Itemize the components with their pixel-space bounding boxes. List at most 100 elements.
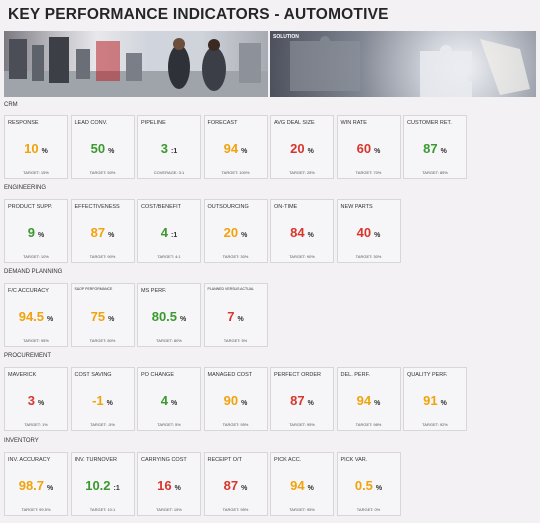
kpi-value-group: 87% [72,224,134,242]
kpi-value: 60 [356,141,372,156]
kpi-value-group: 75% [72,308,134,326]
kpi-tile[interactable]: NEW PARTS 40% TARGET: 30% [336,199,401,263]
kpi-title: RECEIPT O/T [207,457,242,463]
kpi-unit: % [47,485,54,492]
kpi-tile[interactable]: F/C ACCURACY 94.5% TARGET: 95% [4,283,68,347]
kpi-tile[interactable]: LEAD CONV. 50% TARGET: 50% [70,115,135,179]
kpi-value-group: 20% [271,140,333,158]
kpi-value-group: 90% [205,392,267,410]
kpi-tile[interactable]: PRODUCT SUPP. 9% TARGET: 10% [4,199,68,263]
kpi-tile[interactable]: S&OP PERFORMANCE 75% TARGET: 80% [70,283,135,347]
kpi-value-group: 94.5% [5,308,67,326]
kpi-value: 0.5 [354,478,373,493]
kpi-title: CARRYING COST [141,457,187,463]
kpi-title: WIN RATE [340,120,367,126]
kpi-tile[interactable]: PICK VAR. 0.5% TARGET: 0% [336,452,401,516]
kpi-tile[interactable]: RESPONSE 10% TARGET: 15% [4,115,68,179]
kpi-value-group: -1% [72,392,134,410]
kpi-target: TARGET: 0% [356,507,381,512]
kpi-value-group: 87% [271,392,333,410]
kpi-tile[interactable]: EFFECTIVENESS 87% TARGET: 90% [70,199,135,263]
kpi-tile[interactable]: MANAGED COST 90% TARGET: 95% [203,367,268,431]
kpi-unit: % [237,316,244,323]
kpi-unit: % [241,148,248,155]
kpi-target: TARGET: 80% [89,338,116,343]
kpi-title: PO CHANGE [141,372,175,378]
kpi-tile[interactable]: DEL. PERF. 94% TARGET: 98% [336,367,401,431]
kpi-value-group: 4% [138,392,200,410]
kpi-value-group: 94% [271,477,333,495]
kpi-unit: % [374,400,381,407]
kpi-tile[interactable]: COST SAVING -1% TARGET: -5% [70,367,135,431]
kpi-tile[interactable]: WIN RATE 60% TARGET: 70% [336,115,401,179]
kpi-unit: % [38,400,45,407]
kpi-value-group: 3% [5,392,67,410]
kpi-value-group: 80.5% [138,308,200,326]
kpi-unit: % [108,316,115,323]
kpi-tile[interactable]: INV. ACCURACY 98.7% TARGET: 99.5% [4,452,68,516]
kpi-tile[interactable]: AVG DEAL SIZE 20% TARGET: 25% [270,115,334,179]
kpi-title: INV. TURNOVER [74,457,117,463]
section-label-procurement: PROCUREMENT [4,353,52,359]
kpi-tile[interactable]: MAVERICK 3% TARGET: 1% [4,367,68,431]
kpi-tile[interactable]: RECEIPT O/T 87% TARGET: 95% [203,452,268,516]
kpi-title: F/C ACCURACY [8,288,49,294]
banner-image-puzzle: SOLUTION [270,31,536,97]
kpi-target: TARGET: 85% [422,170,448,175]
kpi-target: TARGET: 90% [89,254,116,259]
kpi-unit: % [108,232,115,239]
kpi-value-group: 84% [271,224,333,242]
kpi-value: 40 [356,225,372,240]
kpi-unit: % [47,316,54,323]
kpi-title: OUTSOURCING [207,204,249,210]
kpi-target: TARGET: 50% [89,170,116,175]
kpi-title: ON-TIME [274,204,298,210]
kpi-value: 91 [423,393,438,408]
section-label-inventory: INVENTORY [4,438,39,444]
kpi-tile[interactable]: FORECAST 94% TARGET: 100% [203,115,268,179]
kpi-tile[interactable]: PO CHANGE 4% TARGET: 5% [137,367,201,431]
kpi-target: TARGET: 5% [157,422,181,427]
kpi-title: INV. ACCURACY [8,457,51,463]
kpi-target: TARGET: 5% [223,338,248,343]
kpi-unit: % [41,148,48,155]
kpi-unit: % [171,400,178,407]
kpi-tile[interactable]: CUSTOMER RET. 87% TARGET: 85% [403,115,467,179]
kpi-tile[interactable]: PERFECT ORDER 87% TARGET: 95% [270,367,334,431]
kpi-value-group: 0.5% [338,477,400,495]
kpi-target: TARGET: 70% [355,170,382,175]
kpi-value: 3 [27,393,35,408]
kpi-value-group: 87% [404,140,466,158]
kpi-title: LEAD CONV. [74,120,108,126]
page-title: KEY PERFORMANCE INDICATORS - AUTOMOTIVE [8,6,389,23]
kpi-target: TARGET: 99.5% [21,507,51,512]
puzzle-scene-image [290,36,530,97]
kpi-unit: % [374,232,381,239]
kpi-target: TARGET: 30% [222,254,249,259]
kpi-title: QUALITY PERF. [407,372,448,378]
kpi-tile[interactable]: MS PERF. 80.5% TARGET: 80% [137,283,201,347]
kpi-title: RESPONSE [8,120,39,126]
kpi-tile[interactable]: PLANNED VERSUS ACTUAL 7% TARGET: 5% [203,283,268,347]
kpi-value: 16 [157,478,172,493]
kpi-value: -1 [92,393,104,408]
kpi-value: 10 [24,141,39,156]
kpi-tile[interactable]: ON-TIME 84% TARGET: 90% [270,199,334,263]
banner-label: SOLUTION [273,34,299,40]
kpi-title: FORECAST [207,120,238,126]
kpi-tile[interactable]: COST/BENEFIT 4:1 TARGET: 4:1 [137,199,201,263]
kpi-tile[interactable]: OUTSOURCING 20% TARGET: 30% [203,199,268,263]
kpi-tile[interactable]: CARRYING COST 16% TARGET: 15% [137,452,201,516]
kpi-value-group: 3:1 [138,140,200,158]
kpi-unit: % [180,316,187,323]
kpi-title: AVG DEAL SIZE [274,120,315,126]
kpi-target: TARGET: 100% [221,170,250,175]
kpi-tile[interactable]: INV. TURNOVER 10.2:1 TARGET: 10:1 [70,452,135,516]
kpi-unit: % [241,485,248,492]
kpi-title: EFFECTIVENESS [74,204,120,210]
kpi-tile[interactable]: PICK ACC. 94% TARGET: 95% [270,452,334,516]
kpi-unit: :1 [113,485,120,492]
kpi-tile[interactable]: QUALITY PERF. 91% TARGET: 92% [403,367,467,431]
banner-image-automotive [4,31,268,97]
kpi-tile[interactable]: PIPELINE 3:1 COVERAGE: 3:1 [137,115,201,179]
